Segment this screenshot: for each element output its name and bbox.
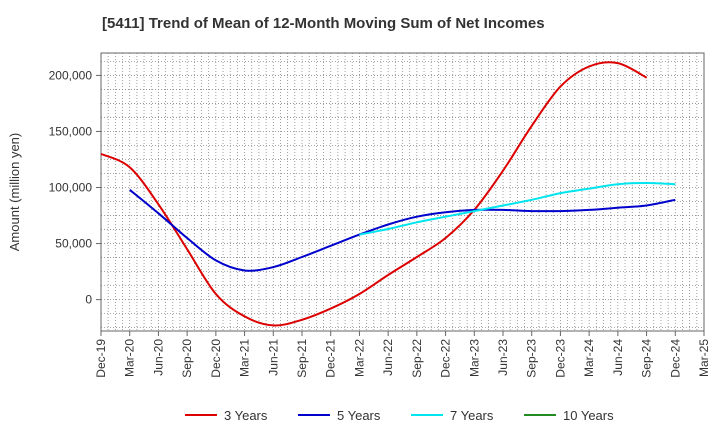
x-tick-label: Mar-20	[123, 339, 137, 377]
plot-frame	[100, 52, 705, 332]
x-tick-label: Dec-22	[439, 339, 453, 378]
legend-label: 10 Years	[563, 408, 614, 423]
series-line-3-years	[100, 61, 648, 327]
x-tick-label: Mar-23	[467, 339, 481, 377]
legend: 3 Years 5 Years 7 Years 10 Years	[185, 408, 614, 423]
series-lines	[100, 61, 676, 327]
series-line-7-years	[359, 182, 676, 236]
y-tick-label: 100,000	[49, 181, 93, 195]
legend-label: 7 Years	[450, 408, 494, 423]
y-tick-label: 150,000	[49, 124, 93, 138]
x-tick-label: Mar-24	[582, 339, 596, 377]
y-axis: 0 50,000 100,000 150,000 200,000	[49, 68, 101, 307]
y-tick-label: 0	[85, 293, 92, 307]
y-tick-label: 200,000	[49, 68, 93, 82]
legend-item-5-years: 5 Years	[298, 408, 381, 423]
x-tick-label: Jun-21	[266, 339, 280, 376]
x-tick-label: Jun-22	[381, 339, 395, 376]
y-tick-label: 50,000	[55, 237, 92, 251]
x-tick-label: Sep-24	[640, 339, 654, 378]
x-tick-label: Mar-25	[697, 339, 711, 377]
x-tick-label: Sep-20	[180, 339, 194, 378]
legend-label: 5 Years	[337, 408, 381, 423]
x-tick-label: Dec-23	[553, 339, 567, 378]
x-tick-label: Jun-24	[611, 339, 625, 376]
x-tick-label: Sep-23	[525, 339, 539, 378]
x-tick-label: Jun-20	[151, 339, 165, 376]
x-tick-label: Jun-23	[496, 339, 510, 376]
grid	[101, 53, 704, 331]
x-tick-label: Dec-19	[94, 339, 108, 378]
x-tick-label: Sep-22	[410, 339, 424, 378]
x-axis: Dec-19 Mar-20 Jun-20 Sep-20 Dec-20 Mar-21 Jun-…	[94, 331, 711, 378]
series-line-5-years	[129, 189, 676, 272]
legend-label: 3 Years	[224, 408, 268, 423]
x-tick-label: Sep-21	[295, 339, 309, 378]
legend-item-7-years: 7 Years	[411, 408, 494, 423]
x-tick-label: Mar-22	[352, 339, 366, 377]
x-tick-label: Mar-21	[238, 339, 252, 377]
x-tick-label: Dec-21	[324, 339, 338, 378]
legend-item-10-years: 10 Years	[524, 408, 614, 423]
x-tick-label: Dec-20	[209, 339, 223, 378]
chart-title: [5411] Trend of Mean of 12-Month Moving …	[102, 15, 545, 32]
x-tick-label: Dec-24	[668, 339, 682, 378]
y-axis-label: Amount (million yen)	[7, 133, 22, 252]
legend-item-3-years: 3 Years	[185, 408, 268, 423]
